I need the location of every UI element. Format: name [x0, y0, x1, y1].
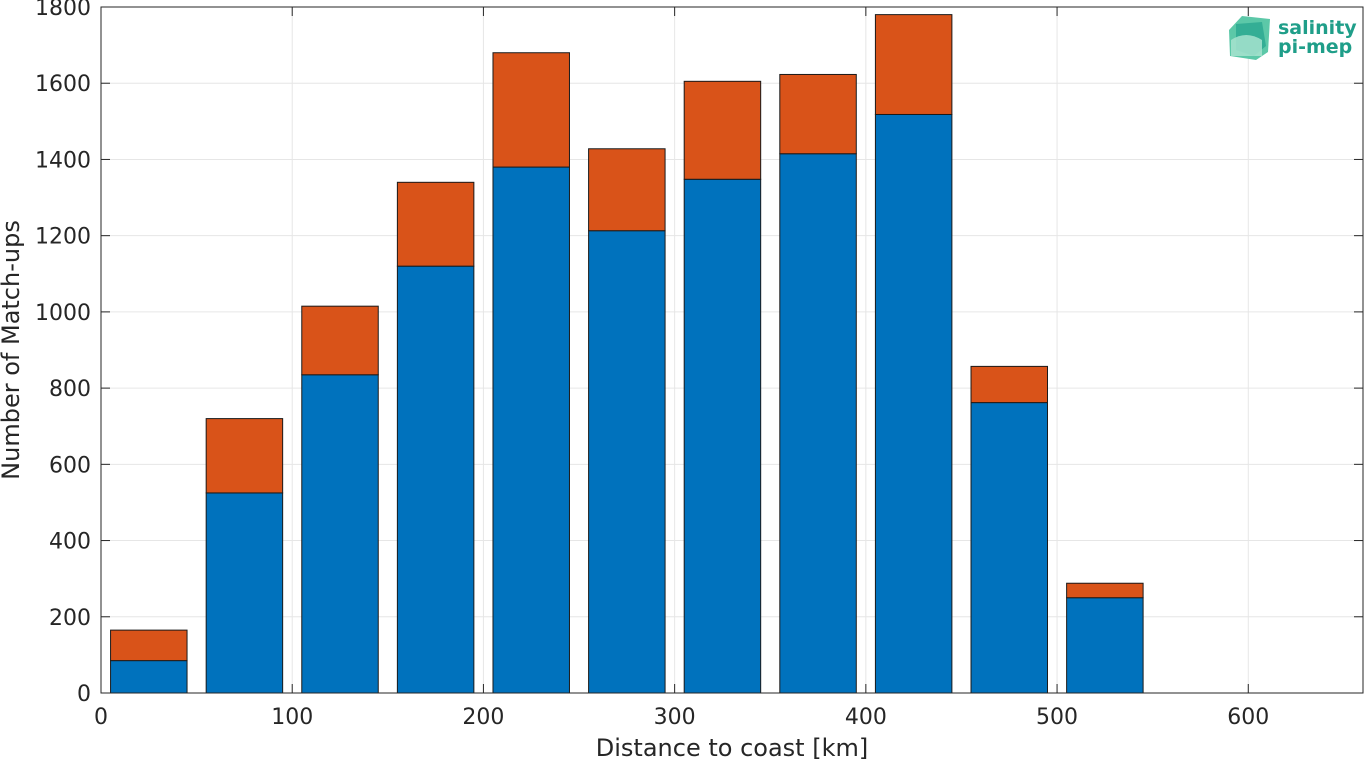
bar-segment-series-2: [492, 52, 570, 168]
bars: [110, 14, 1144, 694]
x-tick-label: 300: [654, 705, 696, 730]
bar-segment-series-1: [874, 113, 953, 694]
bar-segment-series-1: [970, 402, 1048, 694]
x-axis-label: Distance to coast [km]: [596, 734, 868, 761]
bar-segment-series-2: [396, 181, 475, 267]
bar-segment-series-2: [779, 73, 857, 155]
x-tick-label: 0: [94, 705, 108, 730]
bar-segment-series-1: [779, 153, 857, 694]
bar-segment-series-2: [970, 365, 1048, 404]
bar-segment-series-2: [683, 80, 762, 180]
bar-segment-series-1: [492, 166, 570, 694]
bar-segment-series-2: [1066, 582, 1144, 599]
bar-segment-series-1: [396, 265, 475, 694]
y-tick-label: 400: [49, 530, 91, 555]
axis-ticks: [100, 6, 1363, 694]
y-tick-label: 1000: [35, 301, 91, 326]
y-axis-label: Number of Match-ups: [0, 220, 25, 480]
bar-segment-series-2: [588, 148, 666, 232]
y-tick-label: 800: [49, 377, 91, 402]
bar-segment-series-2: [110, 629, 188, 662]
x-tick-label: 500: [1036, 705, 1078, 730]
bar-segment-series-2: [301, 305, 379, 376]
bar-segment-series-2: [205, 418, 284, 494]
x-tick-label: 600: [1227, 705, 1269, 730]
y-tick-labels: 0 200 400 600 800 1000 1200 1400 1600 1800: [35, 0, 91, 707]
y-tick-label: 600: [49, 453, 91, 478]
bar-segment-series-1: [1066, 597, 1144, 694]
plot-frame: [100, 6, 1364, 694]
bar-segment-series-1: [205, 492, 284, 694]
logo-line-1: salinity: [1278, 17, 1357, 39]
y-tick-label: 0: [77, 682, 91, 707]
y-tick-label: 1800: [35, 0, 91, 21]
y-tick-label: 200: [49, 606, 91, 631]
bar-segment-series-1: [301, 374, 379, 694]
x-tick-labels: 0 100 200 300 400 500 600: [94, 705, 1269, 730]
x-tick-label: 100: [271, 705, 313, 730]
bar-segment-series-1: [683, 178, 762, 694]
y-tick-label: 1600: [35, 72, 91, 97]
bar-segment-series-1: [588, 230, 666, 694]
x-tick-label: 200: [462, 705, 504, 730]
x-tick-label: 400: [845, 705, 887, 730]
y-tick-label: 1400: [35, 148, 91, 173]
wave-icon: [1229, 16, 1270, 60]
logo-line-2: pi-mep: [1278, 36, 1352, 58]
bar-segment-series-2: [874, 14, 953, 115]
salinity-pimep-logo: salinity pi-mep: [1229, 16, 1357, 60]
y-tick-label: 1200: [35, 225, 91, 250]
bar-segment-series-1: [110, 660, 188, 694]
